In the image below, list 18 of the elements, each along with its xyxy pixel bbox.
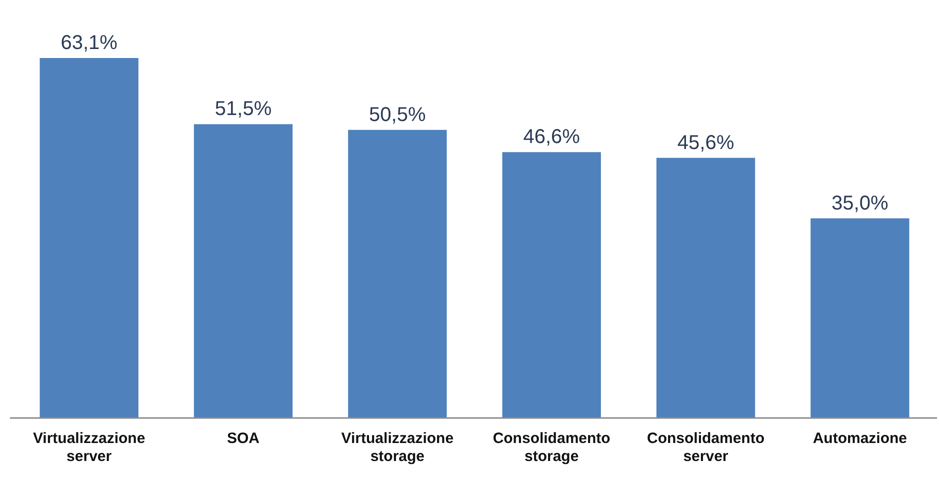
bar: [656, 158, 756, 418]
data-label: 50,5%: [369, 104, 426, 126]
x-tick-label: Virtualizzazione storage: [341, 430, 454, 465]
x-tick-label: Automazione: [812, 430, 908, 447]
bar: [502, 152, 601, 418]
x-tick-label: Virtualizzazione server: [32, 430, 146, 465]
bar: [348, 130, 447, 418]
bar: [810, 218, 910, 418]
data-label: 51,5%: [214, 98, 272, 120]
x-tick-label: Consolidamento server: [646, 430, 765, 465]
bar: [40, 58, 138, 418]
data-label: 35,0%: [832, 192, 888, 214]
bar: [194, 124, 293, 418]
x-tick-label: SOA: [226, 430, 260, 447]
data-label: 46,6%: [523, 126, 580, 148]
x-tick-label: Consolidamento storage: [492, 430, 610, 465]
data-label: 63,1%: [60, 32, 118, 54]
data-label: 45,6%: [677, 132, 734, 154]
